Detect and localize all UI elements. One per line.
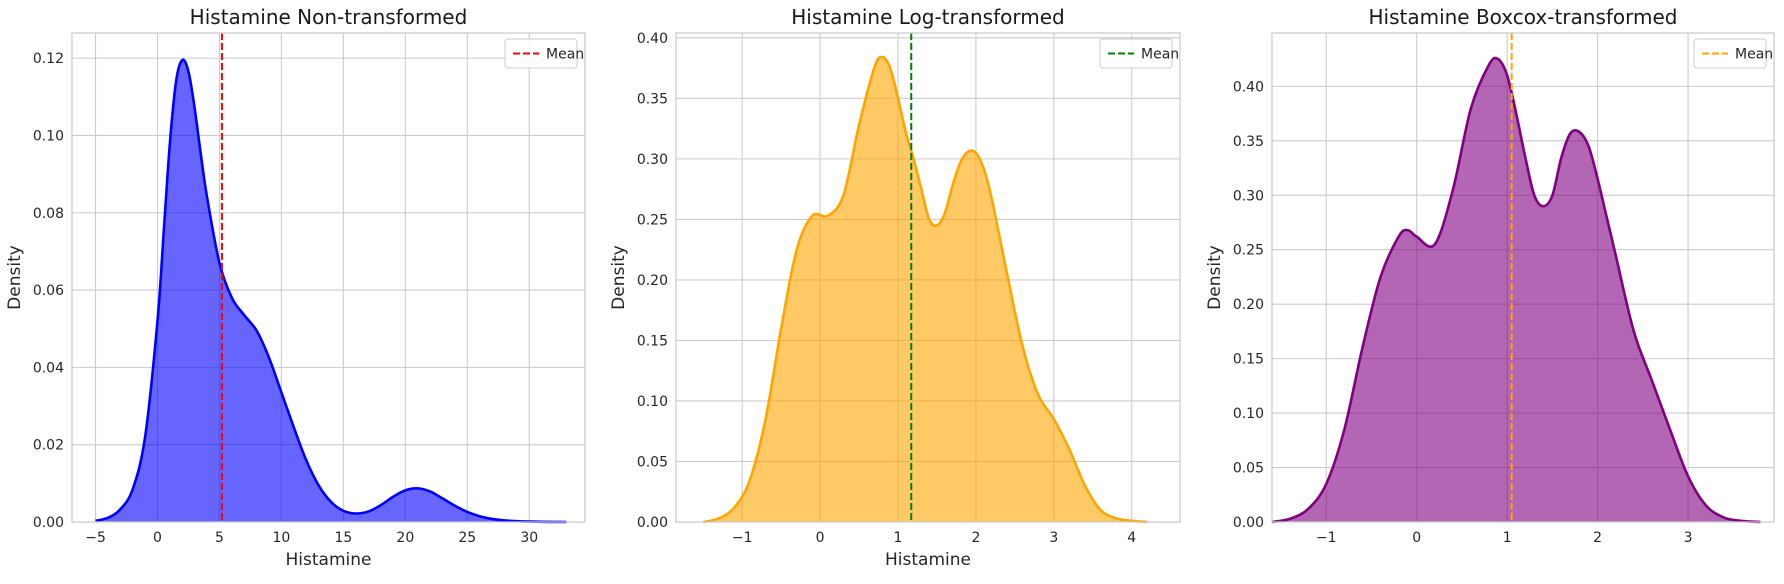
legend-label: Mean bbox=[1735, 47, 1773, 63]
x-tick-label: 25 bbox=[458, 530, 476, 546]
panel-log-transformed: −1 0 1 2 3 4 0.00 0.05 0.10 0.15 0.20 0.25 0.30 0.35 0… bbox=[609, 5, 1181, 570]
y-tick-label: 0.05 bbox=[1233, 461, 1264, 477]
x-tick-label: 3 bbox=[1684, 530, 1693, 546]
axes-frame bbox=[675, 32, 1181, 523]
y-tick-label: 0.08 bbox=[33, 206, 64, 222]
y-tick-label: 0.02 bbox=[33, 438, 64, 454]
y-tick-label: 0.25 bbox=[637, 212, 668, 228]
y-tick-label: 0.05 bbox=[637, 454, 668, 470]
x-tick-label: 3 bbox=[1049, 530, 1058, 546]
y-tick-label: 0.00 bbox=[1233, 515, 1264, 531]
y-axis-label: Density bbox=[5, 245, 25, 310]
y-tick-label: 0.12 bbox=[33, 51, 64, 67]
y-axis-label: Density bbox=[1205, 245, 1225, 310]
x-tick-label: −5 bbox=[85, 530, 106, 546]
x-tick-label: 15 bbox=[334, 530, 352, 546]
panel-title: Histamine Boxcox-transformed bbox=[1368, 5, 1677, 29]
y-tick-label: 0.35 bbox=[1233, 134, 1264, 150]
x-tick-label: 10 bbox=[272, 530, 290, 546]
legend-box bbox=[504, 38, 578, 69]
panel-non-transformed: −5 0 5 10 15 20 25 30 0.00 0.02 0.04 0.06 0.08 0.10 0.… bbox=[5, 5, 586, 570]
y-tick-label: 0.20 bbox=[637, 273, 668, 289]
panel-title: Histamine Log-transformed bbox=[791, 5, 1064, 29]
x-tick-label: 5 bbox=[215, 530, 224, 546]
y-tick-label: 0.40 bbox=[1233, 79, 1264, 95]
panel-boxcox-transformed: −1 0 1 2 3 0.00 0.05 0.10 0.15 0.20 0.25 0.30 0.35 0.… bbox=[1205, 5, 1775, 546]
legend-label: Mean bbox=[546, 47, 584, 63]
y-tick-label: 0.20 bbox=[1233, 297, 1264, 313]
density-line bbox=[702, 55, 1148, 524]
x-tick-label: 20 bbox=[396, 530, 414, 546]
y-tick-label: 0.10 bbox=[1233, 406, 1264, 422]
y-tick-label: 0.15 bbox=[637, 333, 668, 349]
y-tick-label: 0.00 bbox=[637, 515, 668, 531]
x-axis-label: Histamine bbox=[286, 550, 372, 570]
legend-box bbox=[1099, 38, 1173, 69]
y-tick-label: 0.30 bbox=[1233, 188, 1264, 204]
y-tick-label: 0.30 bbox=[637, 152, 668, 168]
axes-frame bbox=[71, 32, 586, 523]
x-tick-label: 30 bbox=[520, 530, 538, 546]
y-tick-label: 0.00 bbox=[33, 515, 64, 531]
density-fill bbox=[95, 59, 567, 522]
y-tick-label: 0.15 bbox=[1233, 352, 1264, 368]
y-axis-label: Density bbox=[609, 245, 629, 310]
y-tick-label: 0.04 bbox=[33, 360, 64, 376]
x-tick-label: 4 bbox=[1127, 530, 1136, 546]
y-tick-label: 0.06 bbox=[33, 283, 64, 299]
legend-box bbox=[1693, 38, 1767, 69]
x-axis-label: Histamine bbox=[885, 550, 971, 570]
density-fill bbox=[703, 57, 1148, 522]
x-tick-label: 0 bbox=[816, 530, 825, 546]
y-tick-label: 0.35 bbox=[637, 91, 668, 107]
x-tick-label: 1 bbox=[894, 530, 903, 546]
y-tick-label: 0.10 bbox=[637, 394, 668, 410]
y-tick-label: 0.40 bbox=[637, 31, 668, 47]
panel-title: Histamine Non-transformed bbox=[190, 5, 468, 29]
density-line bbox=[1271, 56, 1761, 524]
y-tick-label: 0.10 bbox=[33, 128, 64, 144]
x-tick-label: 2 bbox=[1593, 530, 1602, 546]
x-tick-label: −1 bbox=[1316, 530, 1337, 546]
legend-label: Mean bbox=[1141, 47, 1179, 63]
x-tick-label: 0 bbox=[1412, 530, 1421, 546]
x-tick-label: 1 bbox=[1503, 530, 1512, 546]
x-tick-label: 2 bbox=[971, 530, 980, 546]
axes-frame bbox=[1271, 32, 1775, 523]
y-tick-label: 0.25 bbox=[1233, 243, 1264, 259]
density-fill bbox=[1272, 57, 1761, 522]
density-line bbox=[95, 58, 567, 524]
x-tick-label: 0 bbox=[153, 530, 162, 546]
x-tick-label: −1 bbox=[732, 530, 753, 546]
